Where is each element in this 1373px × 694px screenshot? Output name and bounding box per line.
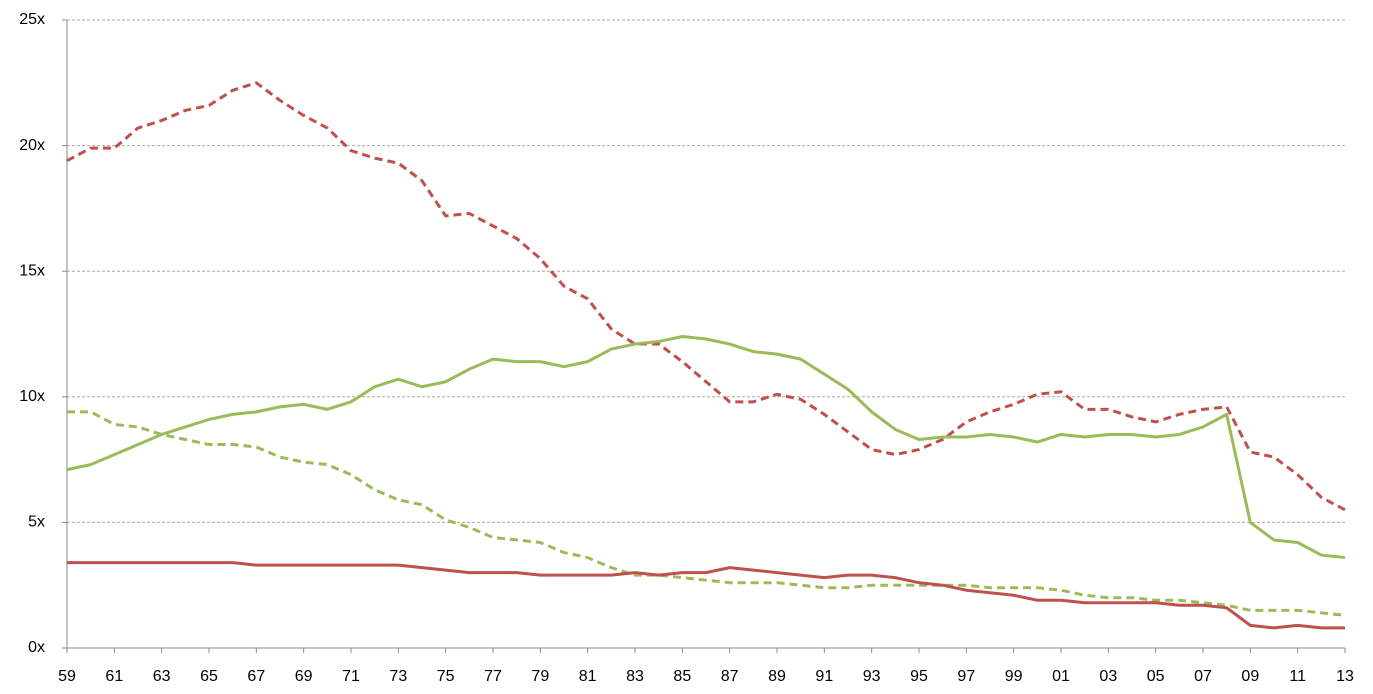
x-tick-label: 05 <box>1147 668 1165 685</box>
y-tick-label: 25x <box>19 11 45 28</box>
x-tick-label: 69 <box>295 668 313 685</box>
x-tick-label: 09 <box>1241 668 1259 685</box>
x-tick-label: 59 <box>58 668 76 685</box>
x-tick-label: 81 <box>579 668 597 685</box>
x-tick-label: 97 <box>957 668 975 685</box>
x-tick-label: 71 <box>342 668 360 685</box>
series-line <box>67 410 1346 617</box>
x-tick-label: 65 <box>200 668 218 685</box>
x-tick-label: 83 <box>626 668 644 685</box>
x-tick-label: 75 <box>437 668 455 685</box>
series-line <box>67 561 1345 630</box>
x-tick-label: 03 <box>1099 668 1117 685</box>
x-tick-label: 93 <box>863 668 881 685</box>
x-tick-label: 77 <box>484 668 502 685</box>
y-tick-label: 15x <box>19 262 45 279</box>
x-tick-label: 85 <box>673 668 691 685</box>
y-tick-label: 20x <box>19 137 45 154</box>
x-tick-label: 63 <box>153 668 171 685</box>
x-tick-label: 87 <box>721 668 739 685</box>
x-tick-label: 67 <box>247 668 265 685</box>
x-tick-label: 11 <box>1289 668 1306 685</box>
x-tick-label: 73 <box>389 668 407 685</box>
x-tick-label: 91 <box>815 668 833 685</box>
x-tick-label: 61 <box>105 668 123 685</box>
series-line <box>66 335 1346 560</box>
x-tick-label: 01 <box>1052 668 1070 685</box>
y-tick-label: 10x <box>19 388 45 405</box>
x-tick-label: 79 <box>531 668 549 685</box>
x-tick-label: 95 <box>910 668 928 685</box>
y-tick-label: 5x <box>28 514 45 531</box>
x-tick-label: 99 <box>1005 668 1023 685</box>
y-tick-label: 0x <box>28 639 45 656</box>
series-line <box>66 81 1346 512</box>
x-tick-label: 13 <box>1336 668 1354 685</box>
x-tick-label: 07 <box>1194 668 1212 685</box>
x-tick-label: 89 <box>768 668 786 685</box>
